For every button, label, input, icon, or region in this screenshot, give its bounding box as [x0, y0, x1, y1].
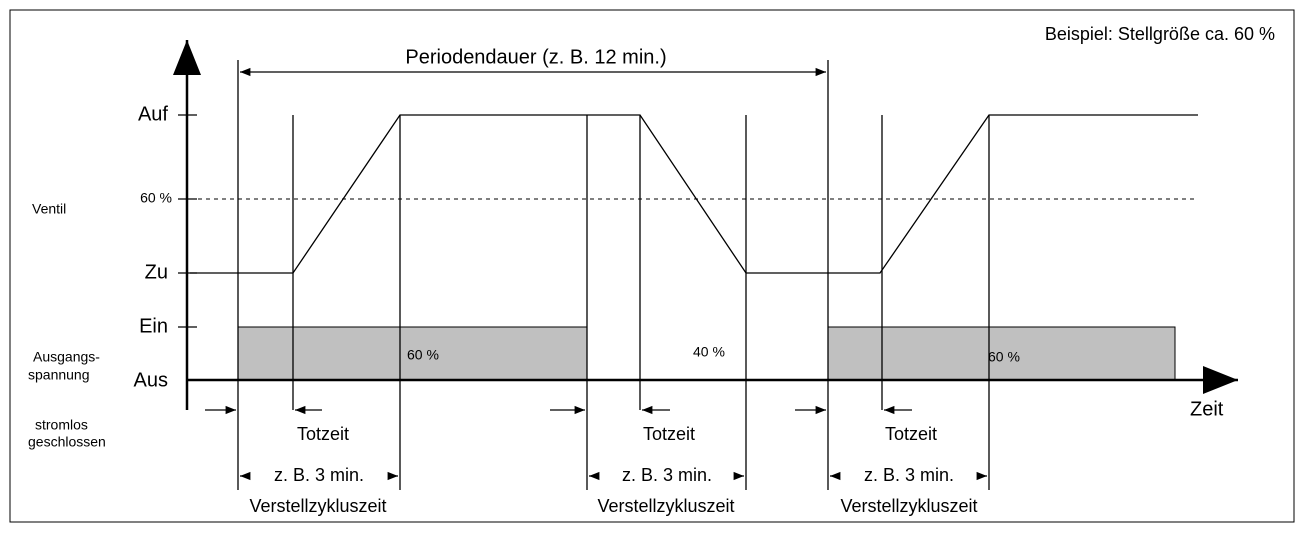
cycle: z. B. 3 min. — [622, 465, 712, 485]
bars — [237, 326, 1176, 381]
y-label: Ein — [139, 315, 168, 337]
cycle-name: Verstellzykluszeit — [840, 496, 977, 516]
y-label: Zu — [145, 261, 168, 283]
bar-label: 60 % — [407, 347, 439, 363]
side-label: Ventil — [32, 201, 66, 217]
cycle: z. B. 3 min. — [274, 465, 364, 485]
title: Beispiel: Stellgröße ca. 60 % — [1045, 24, 1275, 44]
side-label: stromlos — [35, 417, 88, 433]
bar-label: 60 % — [988, 349, 1020, 365]
bar-label: 40 % — [693, 344, 725, 360]
side-label: geschlossen — [28, 434, 106, 450]
x-label: Zeit — [1190, 398, 1224, 420]
cycle-name: Verstellzykluszeit — [249, 496, 386, 516]
period: Periodendauer (z. B. 12 min.) — [405, 46, 666, 68]
dead-time: Totzeit — [885, 424, 937, 444]
side-label: Ausgangs- — [33, 349, 100, 365]
y-label: Auf — [138, 103, 168, 125]
dead-time: Totzeit — [297, 424, 349, 444]
dead-time: Totzeit — [643, 424, 695, 444]
y-label: Aus — [134, 369, 168, 391]
lines — [173, 40, 1238, 490]
cycle: z. B. 3 min. — [864, 465, 954, 485]
y-label: 60 % — [140, 190, 172, 206]
cycle-name: Verstellzykluszeit — [597, 496, 734, 516]
side-label: spannung — [28, 367, 90, 383]
frame — [9, 9, 1295, 523]
